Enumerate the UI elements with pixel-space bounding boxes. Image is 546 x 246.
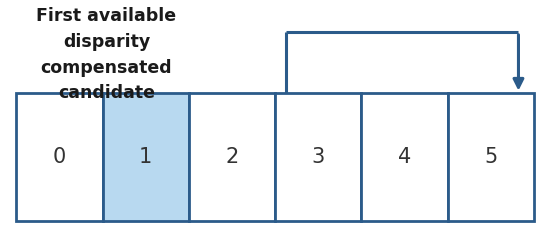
- Text: 2: 2: [225, 147, 239, 168]
- Text: First available
disparity
compensated
candidate: First available disparity compensated ca…: [37, 7, 176, 103]
- Text: 1: 1: [139, 147, 152, 168]
- Text: 5: 5: [484, 147, 497, 168]
- Text: 0: 0: [53, 147, 66, 168]
- Bar: [275, 93, 361, 221]
- Bar: [16, 93, 103, 221]
- Bar: [361, 93, 448, 221]
- Bar: [448, 93, 534, 221]
- Bar: [103, 93, 189, 221]
- Bar: [189, 93, 275, 221]
- Text: 4: 4: [398, 147, 411, 168]
- Text: 3: 3: [312, 147, 325, 168]
